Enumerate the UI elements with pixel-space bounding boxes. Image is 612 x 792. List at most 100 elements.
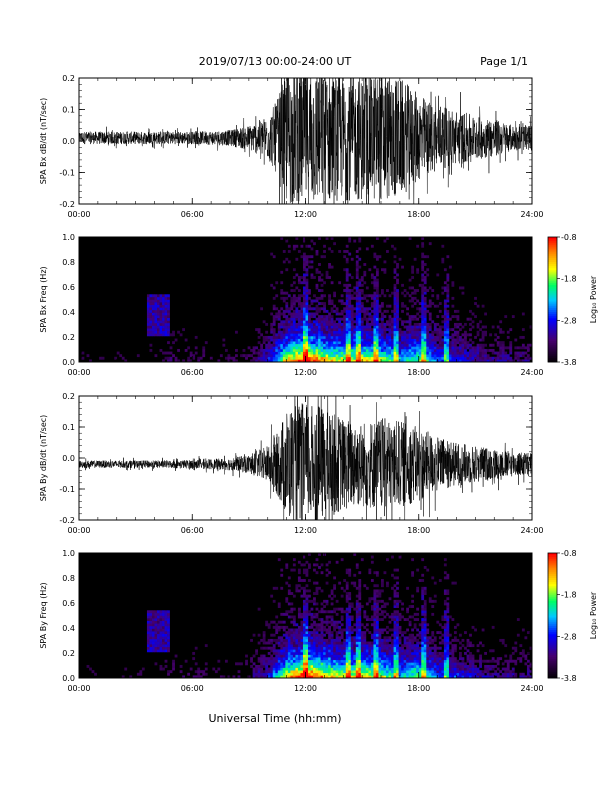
heatmap-cell	[396, 315, 399, 319]
heatmap-cell	[151, 307, 155, 311]
heatmap-cell	[325, 568, 329, 572]
heatmap-cell	[272, 304, 276, 308]
heatmap-cell	[89, 359, 92, 363]
heatmap-cell	[375, 309, 379, 313]
heatmap-cell	[373, 610, 377, 614]
heatmap-cell	[398, 612, 402, 616]
heatmap-cell	[353, 581, 357, 585]
heatmap-cell	[292, 289, 296, 292]
heatmap-cell	[340, 330, 344, 334]
heatmap-cell	[391, 641, 394, 645]
heatmap-cell	[187, 359, 191, 363]
heatmap-cell	[318, 654, 321, 658]
heatmap-cell	[456, 309, 460, 313]
heatmap-cell	[355, 302, 359, 305]
heatmap-cell	[297, 662, 301, 666]
heatmap-cell	[446, 346, 450, 350]
heatmap-cell	[421, 592, 425, 595]
heatmap-cell	[481, 343, 485, 347]
heatmap-cell	[280, 659, 284, 663]
heatmap-cell	[280, 335, 284, 339]
heatmap-cell	[338, 328, 342, 332]
heatmap-cell	[386, 309, 389, 313]
heatmap-cell	[408, 675, 412, 679]
heatmap-cell	[370, 276, 374, 279]
heatmap-cell	[365, 356, 369, 360]
heatmap-cell	[308, 657, 311, 661]
heatmap-cell	[290, 657, 294, 661]
heatmap-cell	[310, 273, 314, 277]
heatmap-cell	[423, 320, 427, 324]
heatmap-cell	[428, 664, 432, 668]
y-tick-label: 0.0	[62, 358, 75, 367]
heatmap-cell	[285, 631, 289, 635]
heatmap-cell	[338, 607, 342, 611]
heatmap-cell	[333, 343, 336, 347]
heatmap-cell	[353, 307, 357, 311]
heatmap-cell	[285, 257, 289, 261]
heatmap-cell	[383, 351, 387, 355]
heatmap-cell	[393, 343, 397, 347]
heatmap-cell	[504, 351, 508, 355]
heatmap-cell	[446, 286, 450, 290]
heatmap-cell	[333, 662, 336, 666]
heatmap-cell	[194, 675, 198, 679]
heatmap-cell	[300, 304, 304, 308]
heatmap-cell	[330, 309, 334, 313]
heatmap-cell	[295, 244, 299, 248]
heatmap-cell	[305, 257, 309, 261]
heatmap-cell	[378, 333, 382, 337]
heatmap-cell	[431, 633, 435, 637]
heatmap-cell	[443, 289, 447, 292]
heatmap-cell	[375, 268, 379, 272]
heatmap-cell	[375, 257, 379, 261]
heatmap-cell	[282, 662, 286, 666]
heatmap-cell	[149, 641, 153, 645]
heatmap-cell	[413, 330, 417, 334]
heatmap-cell	[378, 325, 382, 329]
heatmap-cell	[272, 664, 276, 668]
heatmap-cell	[393, 341, 397, 345]
heatmap-cell	[426, 255, 430, 259]
heatmap-cell	[386, 672, 389, 676]
heatmap-cell	[192, 657, 196, 661]
heatmap-cell	[157, 636, 160, 640]
heatmap-cell	[393, 638, 397, 642]
heatmap-cell	[328, 675, 331, 679]
heatmap-cell	[358, 325, 362, 329]
heatmap-cell	[353, 315, 357, 319]
y-tick-label: 0.8	[62, 258, 75, 267]
heatmap-cell	[164, 620, 168, 624]
heatmap-cell	[396, 291, 399, 295]
heatmap-cell	[338, 649, 342, 653]
heatmap-cell	[451, 618, 455, 621]
heatmap-cell	[479, 343, 482, 347]
heatmap-cell	[443, 599, 447, 603]
heatmap-cell	[353, 320, 357, 324]
heatmap-cell	[411, 633, 415, 637]
heatmap-cell	[443, 312, 447, 316]
heatmap-cell	[396, 649, 399, 653]
heatmap-cell	[386, 625, 389, 629]
heatmap-cell	[308, 631, 311, 635]
heatmap-cell	[343, 346, 347, 350]
heatmap-cell	[355, 610, 359, 614]
colorbar-swatch	[548, 305, 557, 309]
heatmap-cell	[313, 354, 316, 358]
heatmap-cell	[265, 667, 269, 671]
heatmap-cell	[154, 333, 158, 337]
heatmap-cell	[428, 341, 432, 345]
heatmap-cell	[358, 594, 362, 598]
heatmap-cell	[451, 304, 455, 308]
heatmap-cell	[300, 359, 304, 363]
colorbar-swatch	[548, 249, 557, 252]
heatmap-cell	[285, 625, 289, 629]
heatmap-cell	[302, 615, 306, 619]
heatmap-cell	[451, 651, 455, 655]
heatmap-cell	[297, 571, 301, 575]
heatmap-cell	[375, 675, 379, 679]
heatmap-cell	[250, 664, 253, 668]
heatmap-cell	[355, 315, 359, 319]
heatmap-cell	[393, 304, 397, 308]
heatmap-cell	[358, 581, 362, 585]
